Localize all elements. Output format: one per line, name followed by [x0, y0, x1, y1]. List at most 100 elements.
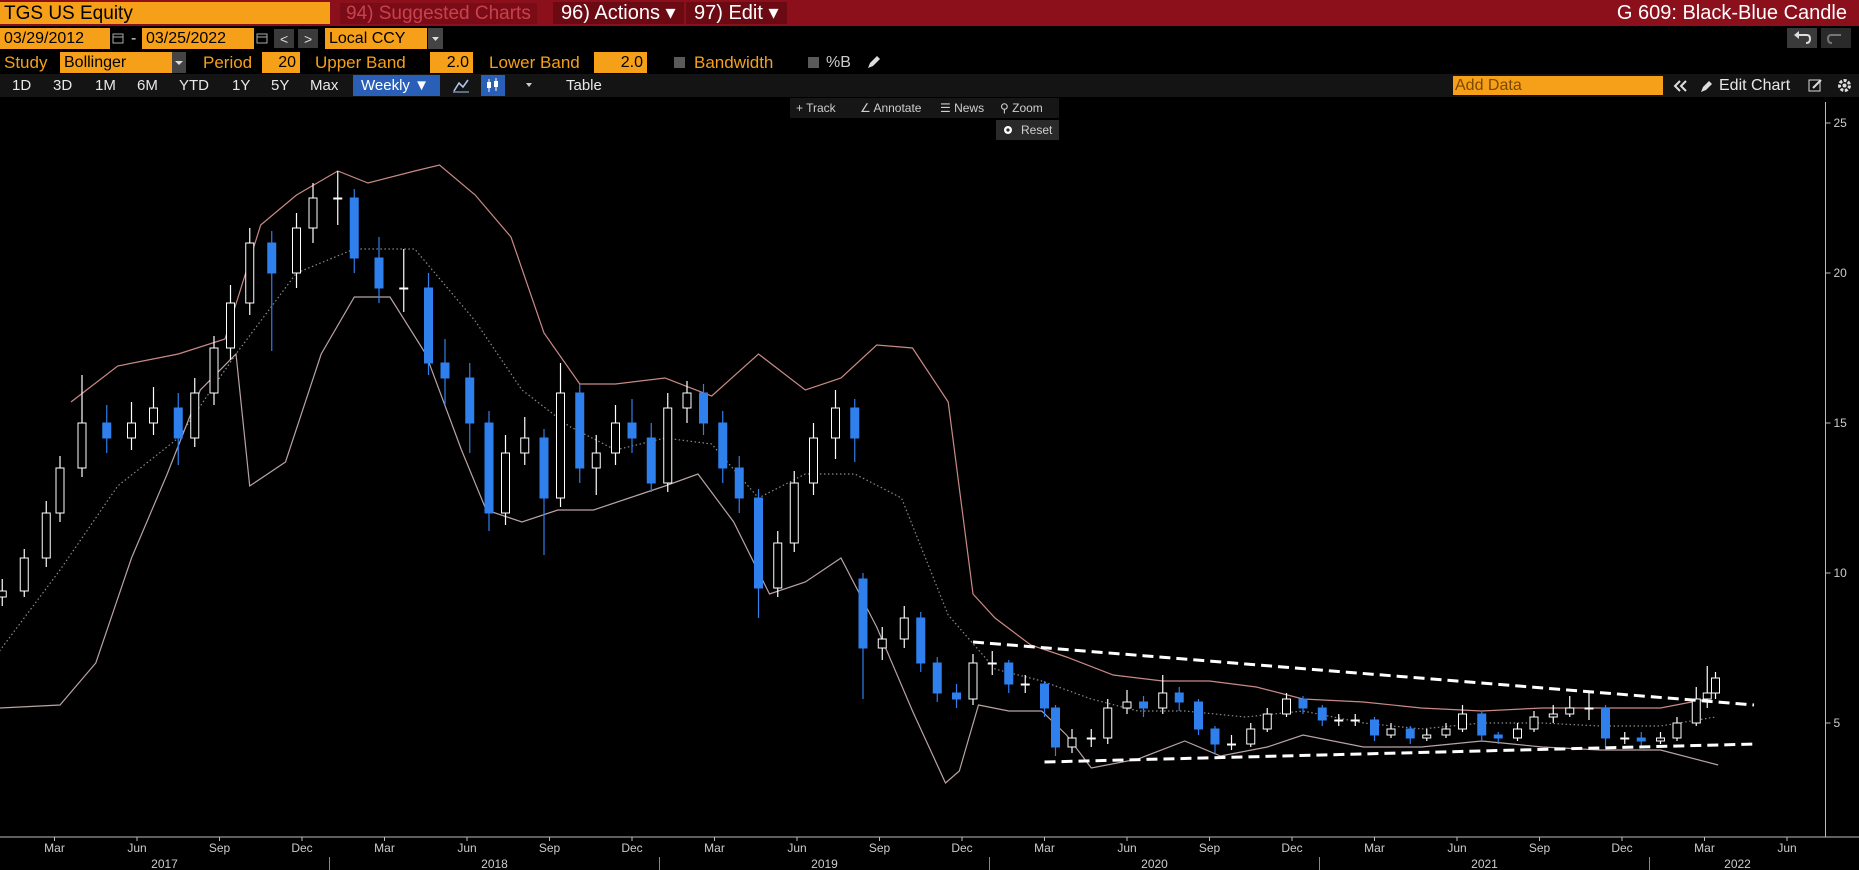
news-tool[interactable]: ☰ News: [940, 101, 985, 115]
dropdown-arrow[interactable]: [428, 28, 443, 49]
reset-icon[interactable]: [1003, 125, 1013, 135]
candle-body: [1672, 722, 1682, 739]
annotate-tool[interactable]: ∠ Annotate: [860, 101, 922, 115]
end-date[interactable]: 03/25/2022: [142, 28, 254, 49]
x-tick-label: Jun: [127, 841, 146, 855]
candle-body: [916, 617, 926, 664]
undo-redo[interactable]: [1787, 28, 1851, 48]
candle-body: [1702, 692, 1712, 700]
period-button[interactable]: YTD: [179, 77, 209, 94]
period-button[interactable]: 6M: [137, 77, 158, 94]
edit-menu[interactable]: 97) Edit ▾: [686, 2, 787, 24]
collapse-icon[interactable]: [1672, 79, 1688, 93]
period-button[interactable]: 1D: [12, 77, 32, 94]
study-field[interactable]: Bollinger: [60, 52, 172, 73]
pctb-checkbox[interactable]: [808, 57, 819, 68]
frequency-dropdown[interactable]: Weekly ▼: [353, 75, 440, 96]
bandwidth-label: Bandwidth: [694, 53, 774, 72]
x-tick-label: Dec: [951, 841, 972, 855]
dropdown-arrow[interactable]: [524, 80, 534, 90]
candle-body: [0, 590, 7, 598]
pencil-icon[interactable]: [1700, 79, 1714, 93]
candle-body: [1139, 701, 1148, 709]
x-tick-label: Sep: [869, 841, 891, 855]
candle-body: [1513, 728, 1522, 739]
period-button[interactable]: 5Y: [271, 77, 290, 94]
candle-body: [1282, 698, 1291, 715]
track-tool[interactable]: + Track: [796, 101, 836, 115]
news-label[interactable]: News: [954, 101, 985, 115]
prev-button[interactable]: <: [274, 29, 295, 48]
year-label: 2018: [481, 857, 508, 870]
table-button[interactable]: Table: [566, 77, 602, 94]
line-icon[interactable]: [452, 77, 470, 94]
period-field[interactable]: 20: [262, 52, 300, 73]
x-tick-label: Dec: [621, 841, 642, 855]
candle-body: [1601, 707, 1610, 739]
x-tick-label: Dec: [291, 841, 312, 855]
chart-tools: + Track ∠ Annotate ☰ News ⚲ Zoom: [790, 98, 1059, 118]
period-label: Period: [203, 53, 253, 72]
candle-body: [850, 407, 860, 439]
candle-body: [682, 392, 692, 409]
candle-body: [1620, 737, 1630, 740]
period-button[interactable]: 1M: [95, 77, 116, 94]
currency-field[interactable]: Local CCY: [325, 28, 427, 49]
period-button[interactable]: 3D: [53, 77, 73, 94]
bandwidth-checkbox[interactable]: [674, 57, 685, 68]
bollinger-band: [70, 164, 1708, 712]
track-label[interactable]: Track: [806, 101, 836, 115]
calendar-icon[interactable]: [112, 32, 124, 44]
candle-body: [209, 347, 219, 394]
dropdown-arrow[interactable]: [172, 52, 186, 73]
start-date[interactable]: 03/29/2012: [0, 28, 110, 49]
calendar-icon[interactable]: [256, 32, 268, 44]
x-tick-label: Mar: [374, 841, 395, 855]
lower-band-field[interactable]: 2.0: [594, 52, 647, 73]
candle-body: [1020, 683, 1030, 686]
candle-body: [484, 422, 494, 514]
reset-label[interactable]: Reset: [1021, 123, 1053, 137]
period-button[interactable]: Max: [310, 77, 339, 94]
candle-body: [809, 437, 818, 484]
candle-body: [173, 407, 183, 439]
x-tick-label: Dec: [1611, 841, 1632, 855]
upper-band-field[interactable]: 2.0: [430, 52, 473, 73]
candle-icon[interactable]: [481, 75, 505, 96]
candle-body: [292, 227, 301, 274]
candle-body: [465, 377, 475, 424]
edit-icon[interactable]: [1808, 78, 1823, 93]
candle-body: [754, 497, 763, 589]
candle-body: [424, 287, 433, 364]
candle-body: [1103, 707, 1113, 739]
period-button[interactable]: 1Y: [232, 77, 251, 94]
candle-body: [699, 392, 708, 424]
candle-body: [899, 617, 909, 640]
candle-body: [1477, 713, 1487, 736]
settings-icon[interactable]: [1836, 77, 1853, 94]
candle-body: [1067, 737, 1077, 748]
candle-body: [1158, 692, 1168, 709]
candle-body: [226, 302, 235, 349]
candle-body: [539, 437, 549, 499]
bollinger-band: [0, 248, 1716, 730]
actions-menu[interactable]: 96) Actions ▾: [553, 2, 684, 24]
candle-body: [575, 392, 585, 469]
zoom-label[interactable]: Zoom: [1012, 101, 1043, 115]
annotate-label[interactable]: Annotate: [873, 101, 922, 115]
study-label: Study: [4, 53, 48, 72]
add-data-field[interactable]: Add Data: [1453, 76, 1663, 95]
candle-body: [932, 662, 942, 694]
edit-chart-button[interactable]: Edit Chart: [1719, 77, 1791, 94]
candle-body: [440, 362, 450, 379]
reset-button[interactable]: Reset: [996, 120, 1059, 140]
next-button[interactable]: >: [298, 29, 319, 48]
y-tick-label: 15: [1834, 416, 1848, 430]
ticker-field[interactable]: TGS US Equity: [0, 2, 330, 24]
suggested-charts[interactable]: 94) Suggested Charts: [340, 3, 537, 24]
candle-body: [663, 407, 673, 484]
pencil-icon[interactable]: [866, 54, 882, 70]
zoom-tool[interactable]: ⚲ Zoom: [1000, 101, 1043, 115]
candle-body: [773, 542, 783, 589]
